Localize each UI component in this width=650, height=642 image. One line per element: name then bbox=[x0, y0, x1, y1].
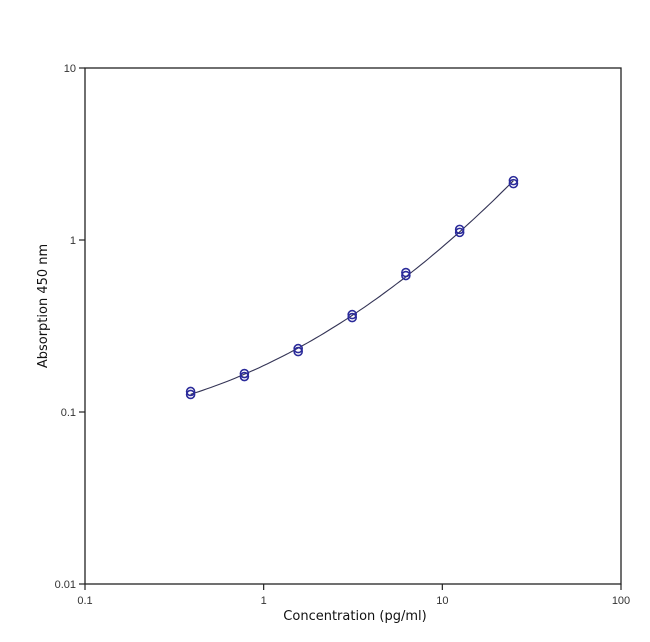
data-point-replicate bbox=[185, 389, 196, 400]
y-axis-title: Absorption 450 nm bbox=[36, 244, 51, 368]
data-points bbox=[185, 175, 519, 400]
data-point-replicate bbox=[347, 312, 358, 323]
y-tick-label: 10 bbox=[64, 63, 76, 75]
data-point bbox=[401, 267, 411, 278]
data-point bbox=[454, 224, 465, 235]
x-axis-title: Concentration (pg/ml) bbox=[283, 609, 426, 624]
data-point-replicate bbox=[508, 178, 519, 189]
x-tick-label: 1 bbox=[261, 595, 267, 607]
y-tick-label: 0.01 bbox=[55, 579, 76, 591]
x-tick-label: 10 bbox=[436, 595, 448, 607]
y-tick-label: 0.1 bbox=[61, 407, 76, 419]
data-point bbox=[185, 386, 196, 397]
fit-curve bbox=[190, 180, 514, 395]
data-point-replicate bbox=[293, 346, 303, 357]
x-tick-label: 100 bbox=[612, 595, 630, 607]
data-point bbox=[239, 368, 250, 379]
data-point bbox=[293, 343, 303, 354]
data-point bbox=[508, 175, 519, 186]
data-point-replicate bbox=[401, 270, 411, 281]
y-tick-label: 1 bbox=[70, 235, 76, 247]
x-tick-label: 0.1 bbox=[77, 595, 92, 607]
data-point-replicate bbox=[454, 227, 465, 238]
data-point bbox=[347, 309, 358, 320]
data-point-replicate bbox=[239, 371, 250, 382]
plot-frame bbox=[84, 67, 622, 585]
